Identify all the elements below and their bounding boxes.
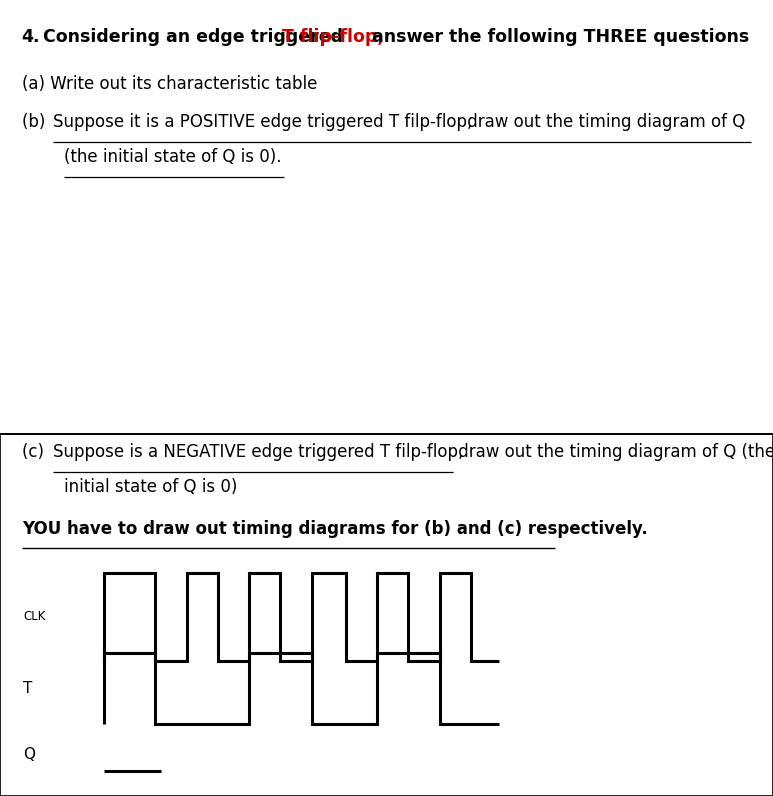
Text: (the initial state of Q is 0).: (the initial state of Q is 0). — [64, 148, 281, 166]
Text: answer the following THREE questions: answer the following THREE questions — [366, 28, 749, 46]
Text: Suppose is a NEGATIVE edge triggered T filp-flop,: Suppose is a NEGATIVE edge triggered T f… — [53, 443, 463, 462]
Bar — [0, 434, 773, 796]
Text: initial state of Q is 0): initial state of Q is 0) — [64, 478, 237, 497]
Text: Suppose it is a POSITIVE edge triggered T filp-flop,: Suppose it is a POSITIVE edge triggered … — [53, 113, 472, 131]
Text: CLK: CLK — [23, 611, 46, 623]
Text: (c): (c) — [22, 443, 49, 462]
Text: Considering an edge triggered: Considering an edge triggered — [43, 28, 349, 46]
Text: draw out the timing diagram of Q (the: draw out the timing diagram of Q (the — [453, 443, 773, 462]
Text: 4.: 4. — [22, 28, 40, 46]
Text: T: T — [23, 681, 32, 696]
Text: YOU have to draw out timing diagrams for (b) and (c) respectively.: YOU have to draw out timing diagrams for… — [22, 520, 648, 538]
Text: Q: Q — [23, 747, 36, 762]
Text: (b): (b) — [22, 113, 50, 131]
Text: (a) Write out its characteristic table: (a) Write out its characteristic table — [22, 75, 317, 93]
Text: draw out the timing diagram of Q: draw out the timing diagram of Q — [462, 113, 745, 131]
Text: T flip-flop,: T flip-flop, — [282, 28, 384, 46]
